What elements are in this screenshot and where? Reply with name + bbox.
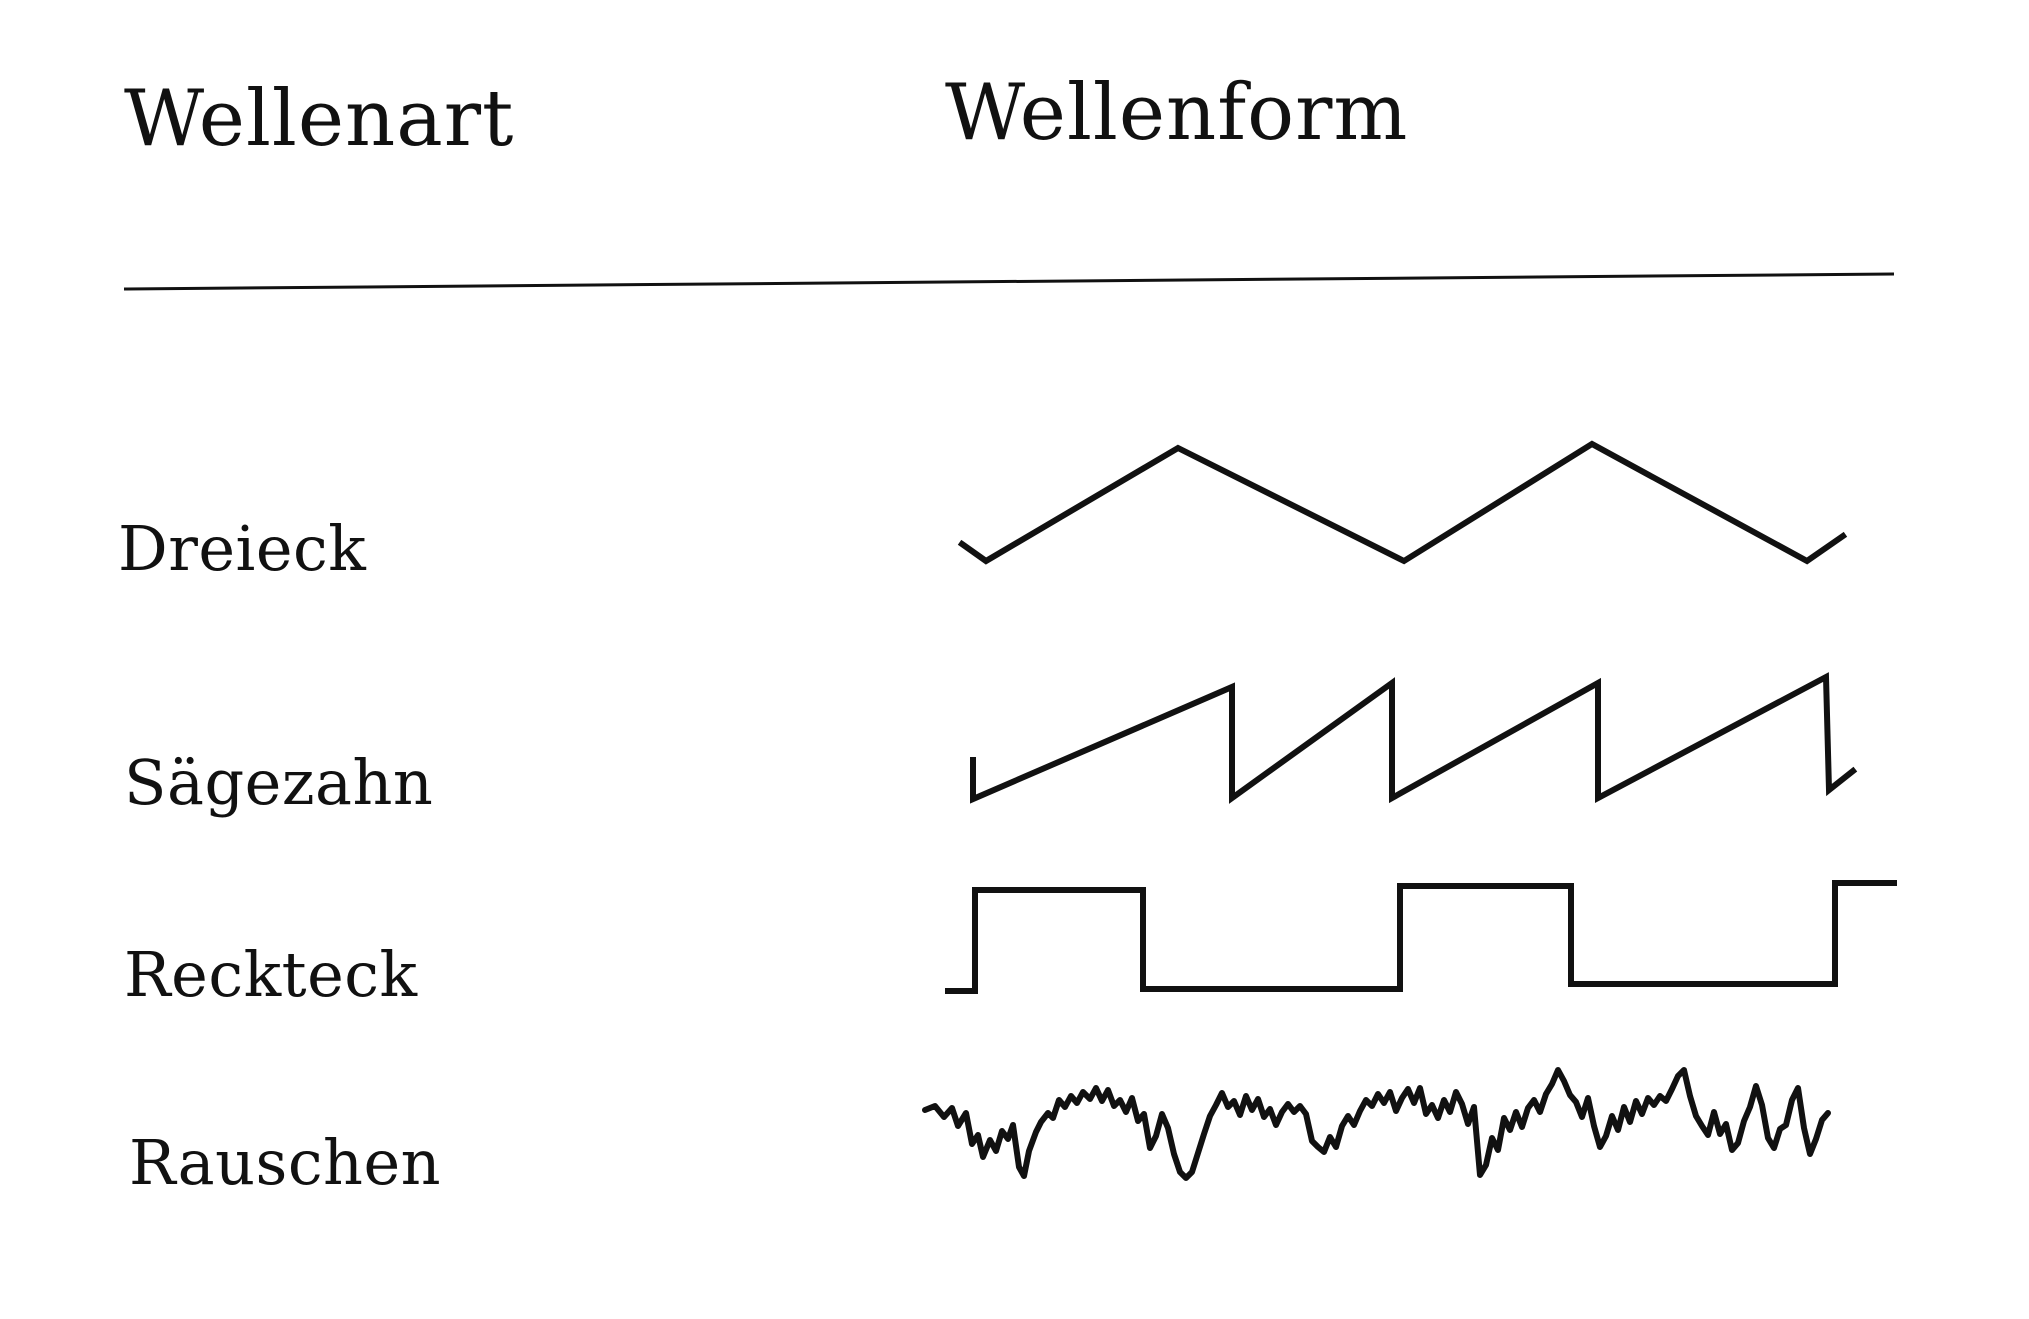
- header-wave-type: Wellenart: [124, 74, 515, 164]
- label-noise: Rauschen: [129, 1126, 442, 1199]
- header-divider: [123, 272, 1895, 291]
- noise-wave: [922, 1067, 1831, 1181]
- label-triangle: Dreieck: [118, 512, 367, 585]
- square-wave: [945, 880, 1897, 994]
- triangle-wave: [957, 440, 1848, 565]
- label-sawtooth: Sägezahn: [124, 746, 434, 819]
- sawtooth-wave: [970, 672, 1858, 804]
- label-square: Reckteck: [124, 938, 418, 1011]
- header-waveform: Wellenform: [945, 68, 1409, 158]
